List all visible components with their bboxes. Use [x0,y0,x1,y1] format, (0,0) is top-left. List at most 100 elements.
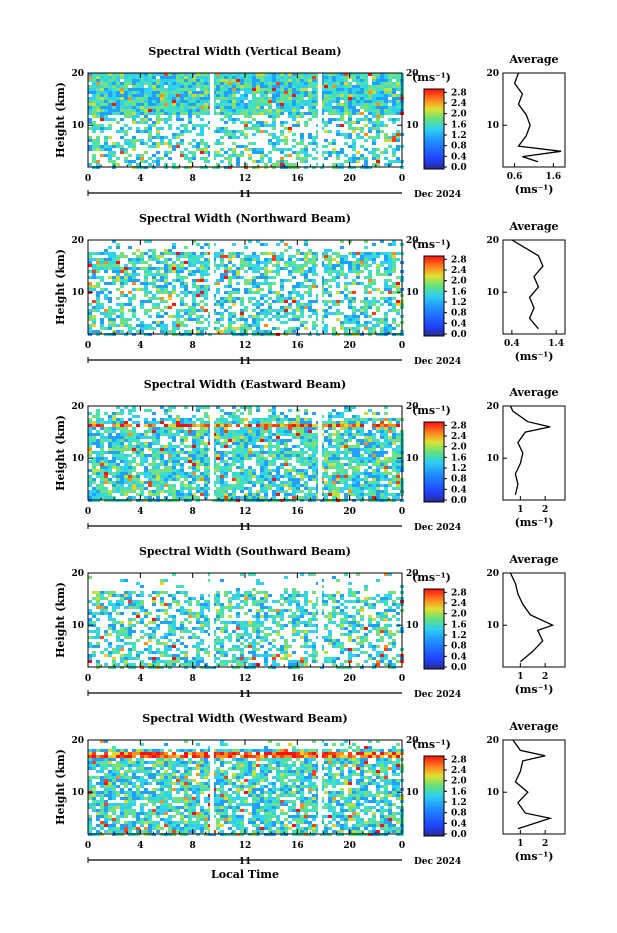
heatmap-cell [164,433,168,436]
heatmap-cell [368,330,372,333]
heatmap-cell [352,418,356,421]
heatmap-cell [184,267,188,270]
heatmap-cell [140,448,144,451]
heatmap-cell [396,312,400,315]
heatmap-cell [240,448,244,451]
heatmap-cell [204,291,208,294]
heatmap-cell [124,112,128,115]
heatmap-cell [172,264,176,267]
heatmap-cell [392,261,396,264]
heatmap-cell [344,427,348,430]
heatmap-cell [184,261,188,264]
heatmap-cell [396,103,400,106]
heatmap-cell [244,306,248,309]
heatmap-cell [268,142,272,145]
heatmap-cell [108,79,112,82]
heatmap-cell [104,315,108,318]
heatmap-cell [224,94,228,97]
heatmap-cell [300,463,304,466]
heatmap-cell [256,285,260,288]
heatmap-cell [396,130,400,133]
heatmap-cell [284,475,288,478]
heatmap-cell [216,433,220,436]
heatmap-cell [216,88,220,91]
heatmap-cell [360,487,364,490]
heatmap-cell [340,487,344,490]
heatmap-cell [376,457,380,460]
heatmap-cell [136,433,140,436]
heatmap-cell [176,418,180,421]
heatmap-cell [268,276,272,279]
heatmap-cell [124,94,128,97]
heatmap-cell [252,433,256,436]
heatmap-cell [180,424,184,427]
heatmap-cell [172,94,176,97]
heatmap-cell [88,282,92,285]
heatmap-cell [116,421,120,424]
heatmap-cell [196,112,200,115]
heatmap-cell [352,106,356,109]
heatmap-cell [172,472,176,475]
heatmap-cell [124,88,128,91]
heatmap-cell [364,88,368,91]
heatmap-cell [200,487,204,490]
heatmap-cell [224,436,228,439]
heatmap-cell [312,82,316,85]
heatmap-cell [148,463,152,466]
heatmap-cell [136,249,140,252]
heatmap-cell [168,330,172,333]
heatmap-cell [312,487,316,490]
heatmap-cell [304,481,308,484]
heatmap-cell [216,318,220,321]
heatmap-cell [244,478,248,481]
heatmap-cell [156,142,160,145]
heatmap-cell [348,424,352,427]
heatmap-cell [368,327,372,330]
heatmap-cell [380,273,384,276]
heatmap-cell [176,106,180,109]
heatmap-cell [296,421,300,424]
heatmap-cell [388,288,392,291]
heatmap-cell [104,103,108,106]
heatmap-cell [180,472,184,475]
heatmap-cell [100,493,104,496]
heatmap-cell [164,463,168,466]
heatmap-cell [200,112,204,115]
heatmap-cell [248,300,252,303]
heatmap-cell [164,475,168,478]
heatmap-cell [272,76,276,79]
heatmap-cell [100,276,104,279]
heatmap-cell [228,421,232,424]
heatmap-cell [96,442,100,445]
heatmap-cell [396,85,400,88]
heatmap-cell [192,472,196,475]
heatmap-cell [392,267,396,270]
heatmap-cell [104,439,108,442]
heatmap-cell [112,261,116,264]
heatmap-cell [296,436,300,439]
heatmap-cell [284,300,288,303]
heatmap-cell [284,91,288,94]
heatmap-cell [104,496,108,499]
heatmap-cell [128,139,132,142]
heatmap-cell [396,106,400,109]
heatmap-cell [248,76,252,79]
heatmap-cell [304,475,308,478]
heatmap-cell [124,303,128,306]
heatmap-cell [372,324,376,327]
heatmap-cell [292,133,296,136]
heatmap-cell [288,82,292,85]
heatmap-cell [268,270,272,273]
heatmap-cell [276,115,280,118]
heatmap-cell [344,418,348,421]
heatmap-cell [96,109,100,112]
heatmap-cell [356,330,360,333]
heatmap-cell [144,160,148,163]
heatmap-cell [380,466,384,469]
heatmap-cell [140,142,144,145]
heatmap-cell [364,276,368,279]
heatmap-cell [344,472,348,475]
heatmap-cell [88,103,92,106]
heatmap-cell [360,421,364,424]
heatmap-cell [376,439,380,442]
